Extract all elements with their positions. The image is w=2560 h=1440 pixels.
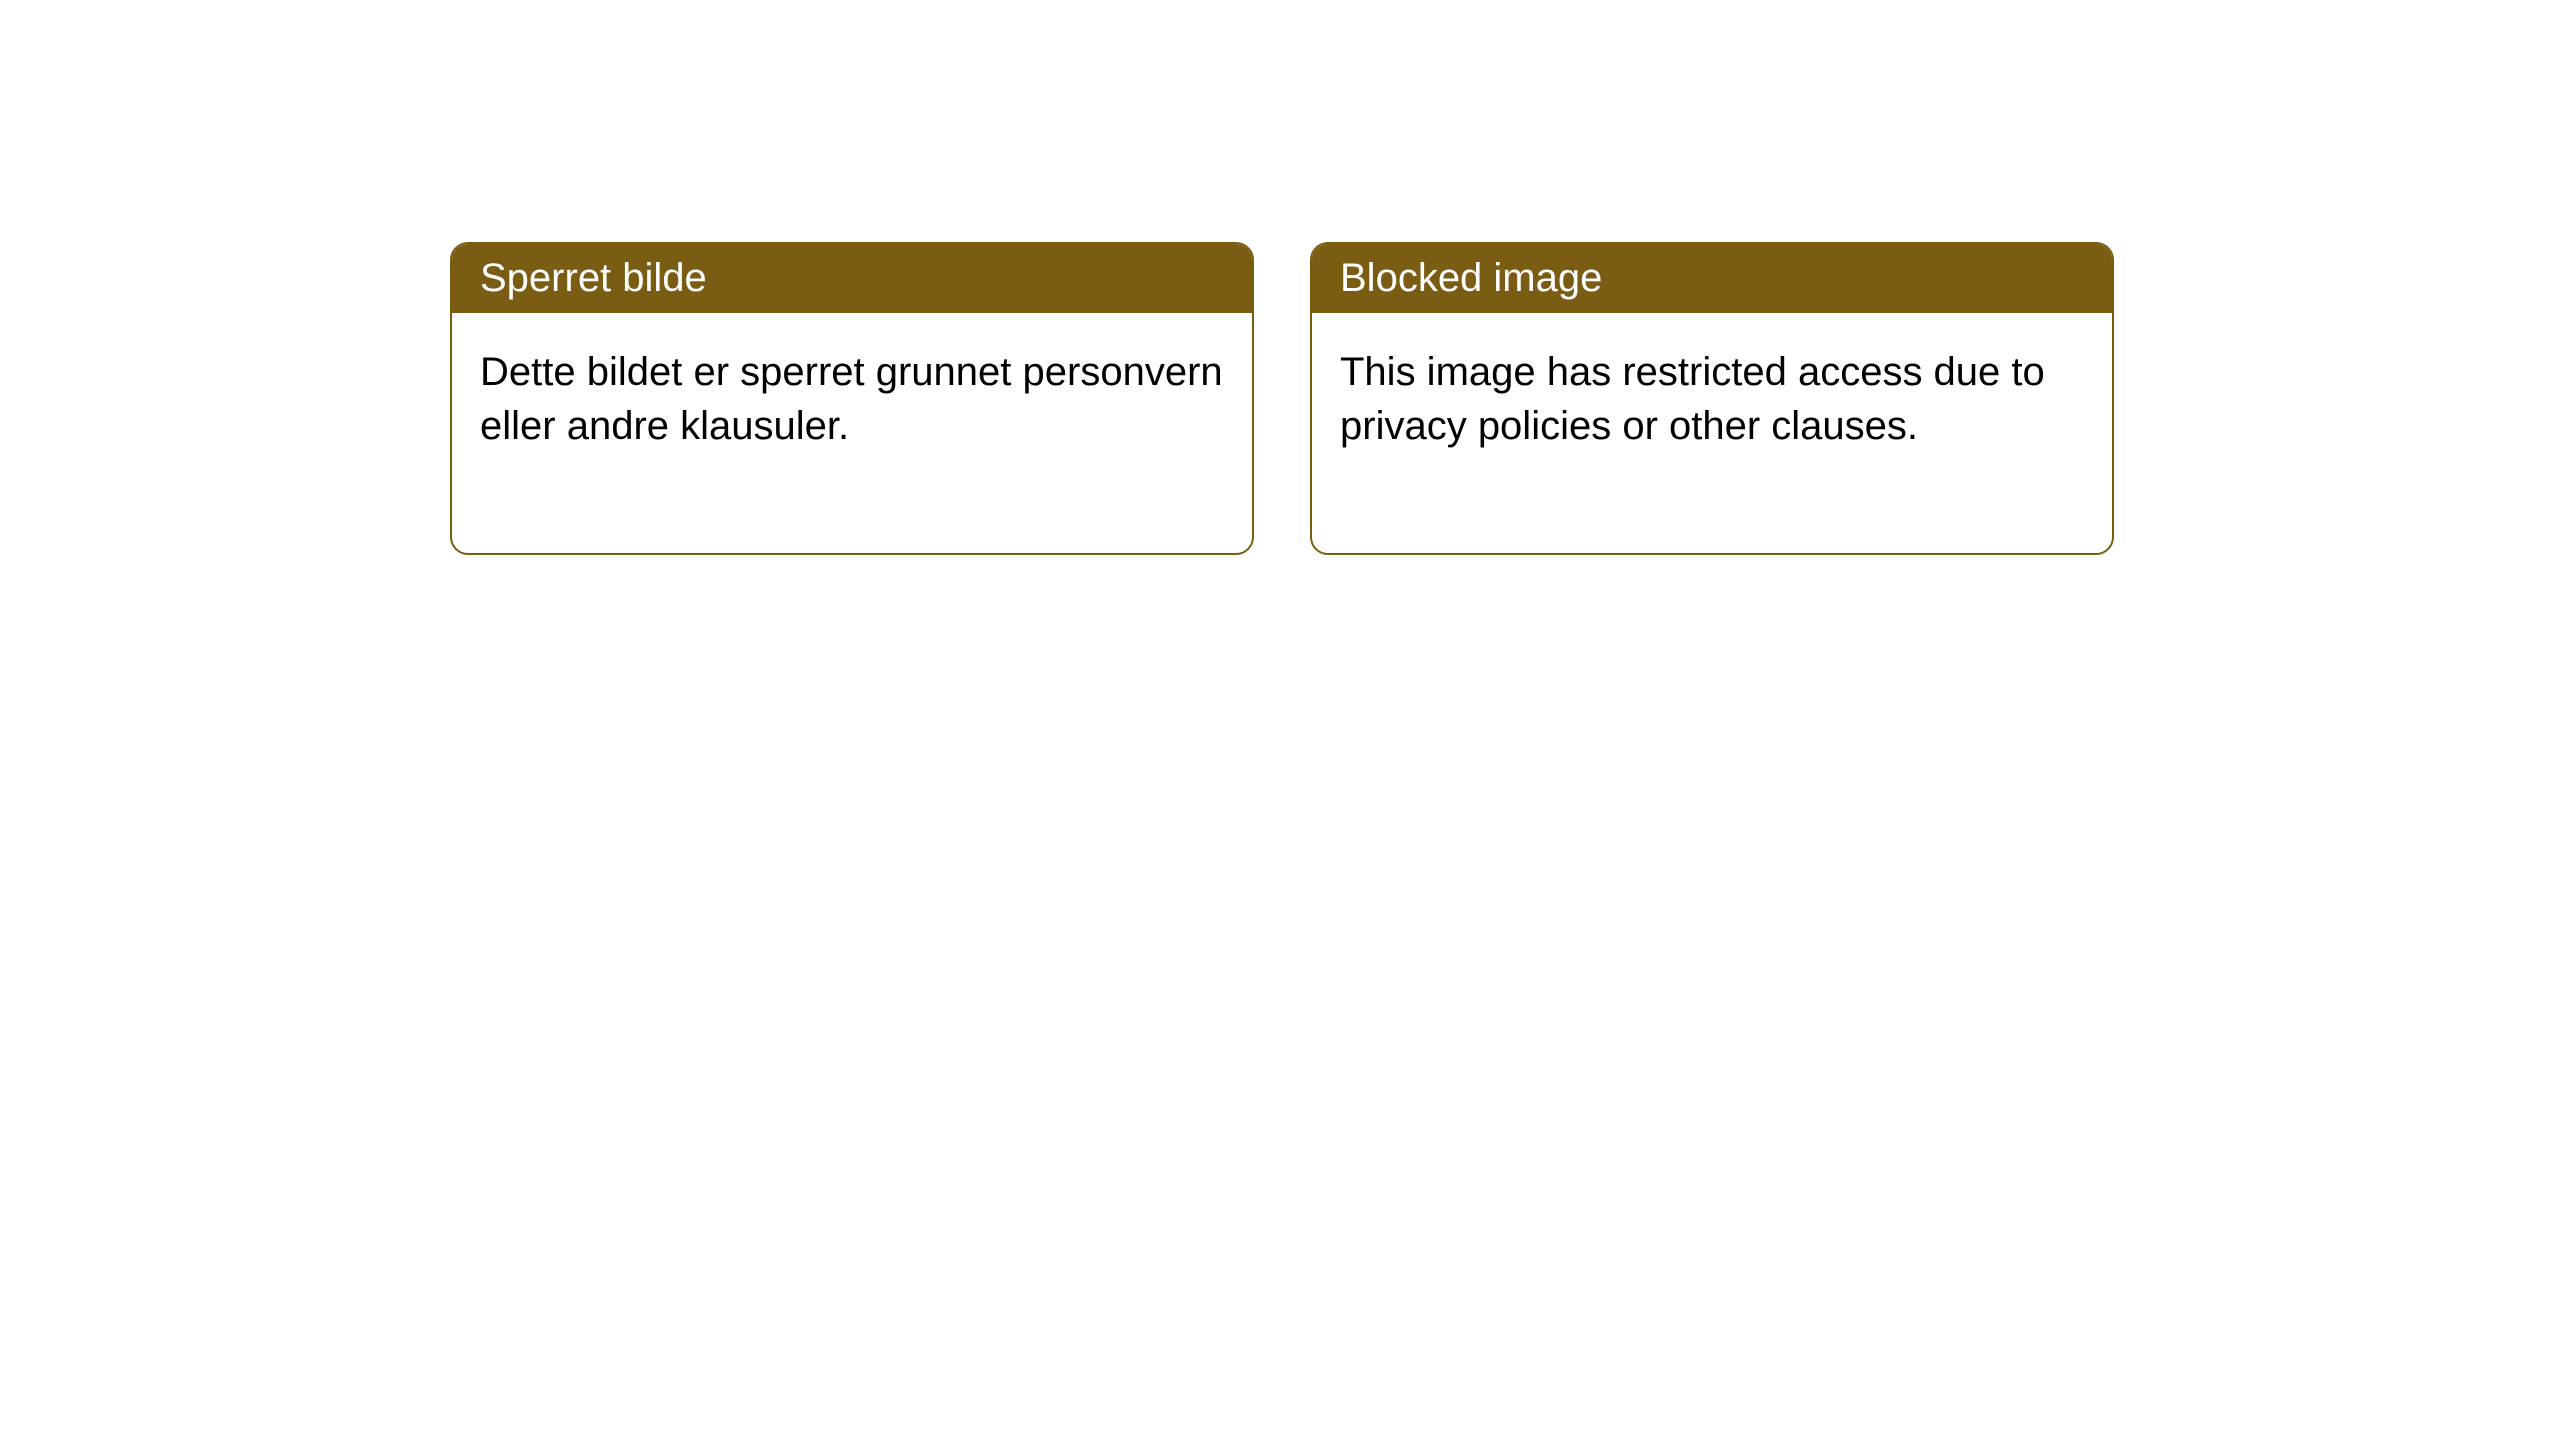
blocked-image-card-en: Blocked image This image has restricted … xyxy=(1310,242,2114,555)
card-header-en: Blocked image xyxy=(1312,244,2112,313)
card-header-no: Sperret bilde xyxy=(452,244,1252,313)
notice-cards-container: Sperret bilde Dette bildet er sperret gr… xyxy=(450,242,2114,555)
card-body-en: This image has restricted access due to … xyxy=(1312,313,2112,553)
blocked-image-card-no: Sperret bilde Dette bildet er sperret gr… xyxy=(450,242,1254,555)
card-body-no: Dette bildet er sperret grunnet personve… xyxy=(452,313,1252,553)
